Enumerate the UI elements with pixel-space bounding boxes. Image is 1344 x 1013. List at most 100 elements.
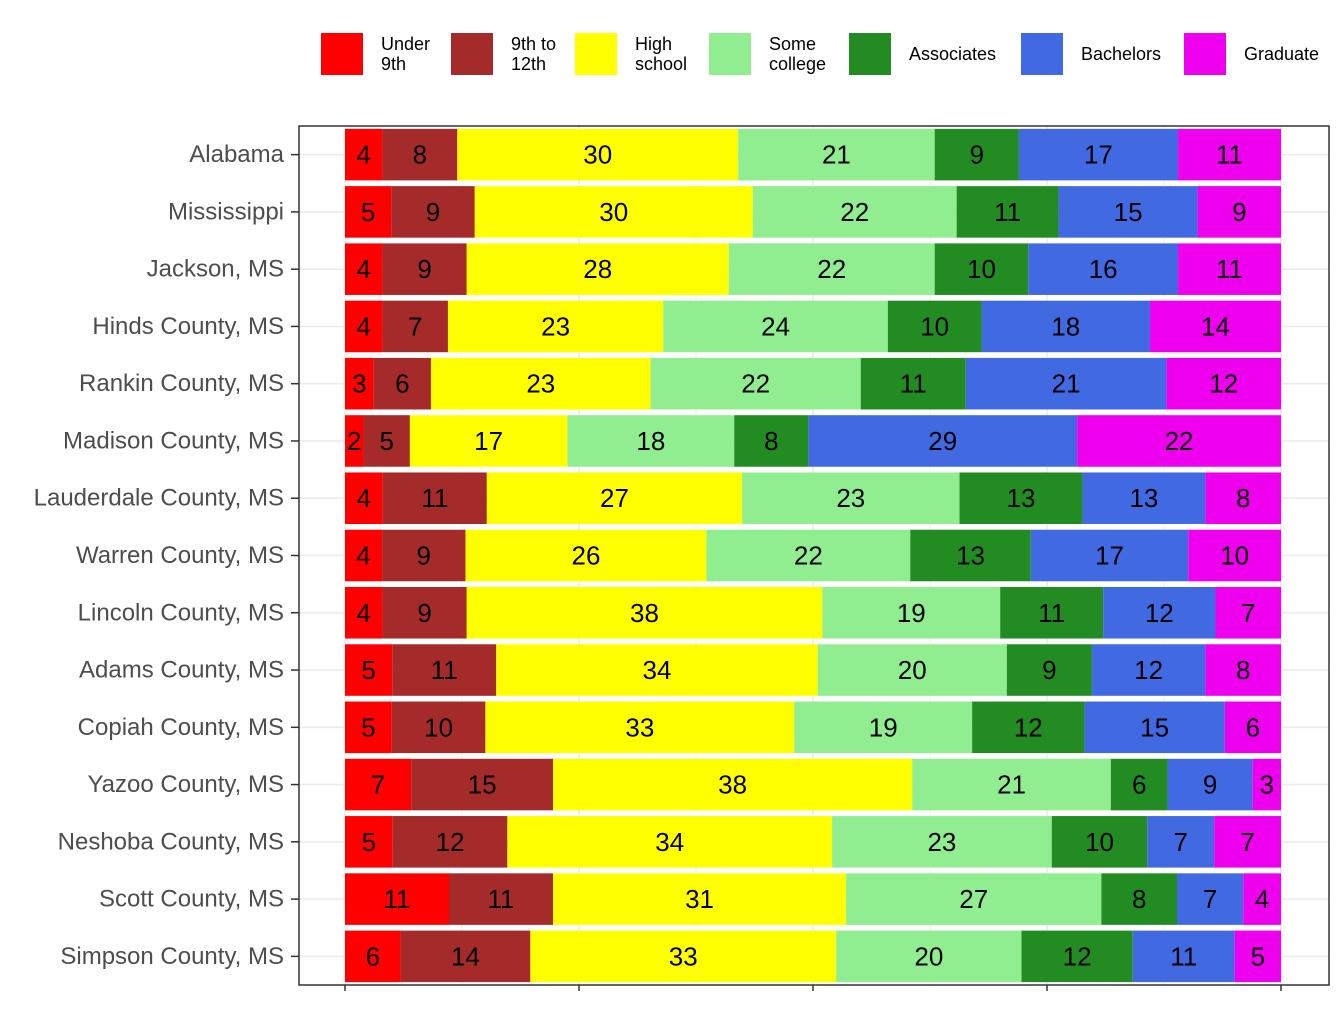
bar-segment-bachelors [965, 357, 1167, 410]
data-label: 27 [600, 483, 629, 513]
data-label: 17 [474, 426, 503, 456]
bar-segment-some-college [567, 415, 735, 467]
data-label: 9 [1042, 655, 1056, 685]
data-label: 30 [599, 197, 628, 227]
data-label: 11 [1170, 941, 1197, 971]
y-tick-label: Mississippi [168, 198, 284, 225]
bar-segment-some-college [846, 873, 1102, 925]
data-label: 7 [1240, 827, 1254, 857]
data-label: 29 [928, 426, 957, 456]
bar-segment-graduate [1243, 873, 1281, 925]
data-label: 11 [1216, 254, 1243, 284]
data-label: 15 [468, 770, 497, 800]
bar-segment-high-school [486, 472, 743, 525]
bar-segment-associates [1110, 758, 1168, 811]
bar-segment-high-school [466, 586, 823, 639]
data-label: 10 [920, 311, 949, 341]
data-label: 5 [362, 827, 376, 857]
legend-key-graduate [1184, 33, 1226, 75]
data-label: 12 [1209, 369, 1238, 399]
data-label: 12 [1063, 941, 1092, 971]
legend-label: 9th to 12th [511, 34, 556, 74]
bar-segment-bachelors [1030, 529, 1189, 582]
data-label: 19 [897, 598, 926, 628]
bar-segment-some-college [822, 586, 1001, 639]
bar-segment-associates [1006, 644, 1092, 696]
bar-segment-graduate [1214, 816, 1281, 868]
data-label: 15 [1140, 712, 1169, 742]
data-label: 10 [967, 254, 996, 284]
data-label: 7 [371, 770, 385, 800]
data-label: 11 [1038, 598, 1065, 628]
bar-segment-bachelors [1084, 701, 1225, 754]
bar-segment-bachelors [1132, 930, 1235, 983]
bar-segment-9th-to-12th [382, 529, 466, 582]
bar-segment-9th-to-12th [392, 644, 497, 696]
data-label: 14 [451, 941, 480, 971]
bar-segment-under-9th [345, 930, 401, 983]
data-label: 6 [366, 941, 380, 971]
bar-segment-graduate [1178, 243, 1281, 295]
data-label: 17 [1084, 140, 1113, 170]
data-label: 33 [625, 712, 654, 742]
bar-segment-9th-to-12th [363, 415, 410, 467]
data-label: 4 [1255, 884, 1269, 914]
data-label: 21 [822, 140, 851, 170]
data-label: 17 [1095, 541, 1124, 571]
bar-segment-associates [1101, 873, 1177, 925]
bar-segment-graduate [1252, 758, 1281, 811]
data-label: 34 [655, 827, 684, 857]
y-tick-label: Lincoln County, MS [78, 599, 284, 626]
bar-segment-under-9th [345, 128, 383, 181]
bar-segment-under-9th [345, 415, 364, 467]
data-label: 8 [1132, 884, 1146, 914]
bar-segment-9th-to-12th [400, 930, 531, 983]
bar-segment-9th-to-12th [382, 586, 467, 639]
bar-segment-graduate [1224, 701, 1281, 754]
legend-label: High school [635, 34, 687, 74]
bar-segment-associates [887, 300, 982, 353]
data-label: 11 [431, 655, 458, 685]
data-label: 8 [764, 426, 778, 456]
bar-segment-associates [934, 243, 1029, 295]
legend-label: Associates [909, 44, 996, 64]
bar-segment-associates [959, 472, 1083, 525]
bar-segment-under-9th [345, 586, 383, 639]
data-label: 12 [1134, 655, 1163, 685]
bar-segment-bachelors [1147, 816, 1215, 868]
data-label: 11 [488, 884, 515, 914]
data-label: 9 [1232, 197, 1246, 227]
bar-segment-some-college [706, 529, 911, 582]
bar-segment-high-school [507, 816, 833, 868]
data-label: 11 [384, 884, 411, 914]
data-label: 13 [1129, 483, 1158, 513]
data-label: 4 [356, 598, 370, 628]
bar-segment-high-school [530, 930, 837, 983]
bar-segment-9th-to-12th [392, 816, 508, 868]
data-label: 4 [356, 541, 370, 571]
data-label: 13 [956, 541, 985, 571]
data-label: 3 [1260, 770, 1274, 800]
legend-key-some-college [709, 33, 751, 75]
data-label: 28 [583, 254, 612, 284]
y-tick-label: Lauderdale County, MS [34, 485, 284, 512]
data-label: 23 [541, 311, 570, 341]
bar-segment-bachelors [808, 415, 1078, 467]
bar-segment-bachelors [1082, 472, 1206, 525]
bar-segment-some-college [663, 300, 888, 353]
bar-segment-associates [1021, 930, 1133, 983]
bar-segment-high-school [465, 529, 707, 582]
legend-label: Bachelors [1081, 44, 1161, 64]
data-label: 19 [869, 712, 898, 742]
y-tick-label: Scott County, MS [99, 886, 284, 913]
data-label: 23 [526, 369, 555, 399]
data-label: 14 [1201, 311, 1230, 341]
y-tick-label: Alabama [189, 141, 284, 168]
legend-key-bachelors [1021, 33, 1063, 75]
data-label: 4 [356, 140, 370, 170]
bar-segment-9th-to-12th [391, 701, 486, 754]
data-label: 12 [1014, 712, 1043, 742]
bar-segment-graduate [1149, 300, 1281, 353]
bar-segment-under-9th [345, 644, 393, 696]
